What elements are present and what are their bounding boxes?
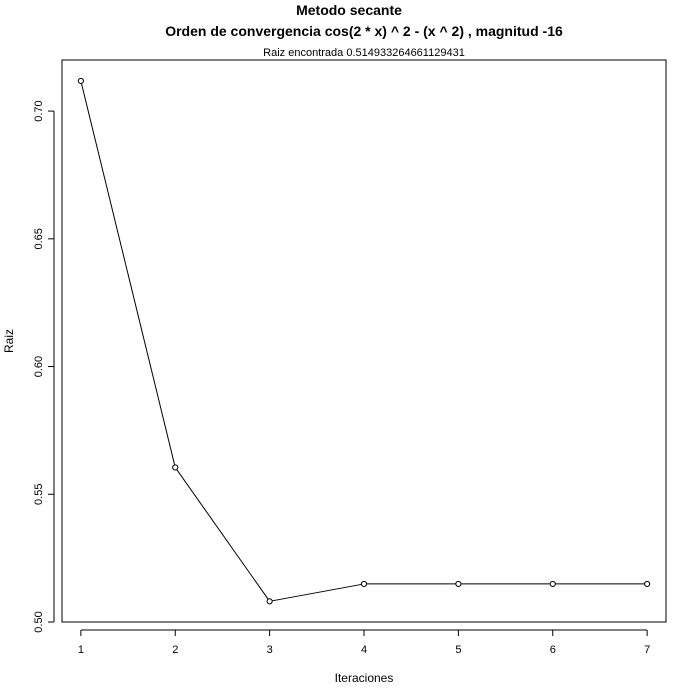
line-segment bbox=[80, 80, 176, 468]
x-tick-label: 5 bbox=[455, 644, 461, 656]
x-tick-label: 3 bbox=[267, 644, 273, 656]
y-tick-label: 0.60 bbox=[33, 356, 45, 377]
x-axis: 1 2 3 4 5 6 7 bbox=[78, 629, 650, 656]
data-point bbox=[455, 580, 462, 588]
x-tick-label: 7 bbox=[644, 644, 650, 656]
data-point bbox=[644, 580, 651, 588]
x-tick-label: 2 bbox=[172, 644, 178, 656]
line-segment bbox=[269, 583, 365, 602]
data-point bbox=[266, 598, 273, 605]
data-point bbox=[172, 464, 179, 471]
plot-frame bbox=[61, 59, 667, 623]
chart-subtitle: Raiz encontrada 0.514933264661129431 bbox=[263, 47, 465, 59]
y-tick-label: 0.65 bbox=[33, 228, 45, 249]
line-segment bbox=[174, 467, 271, 602]
chart-title: Metodo secante bbox=[296, 2, 402, 18]
y-axis: 0.50 0.55 0.60 0.65 0.70 bbox=[33, 100, 55, 633]
data-point bbox=[549, 580, 556, 588]
data-point bbox=[77, 77, 84, 85]
data-point bbox=[360, 580, 368, 588]
y-axis-label: Raiz bbox=[2, 329, 16, 353]
series-line bbox=[77, 77, 651, 605]
y-tick-label: 0.50 bbox=[33, 611, 45, 632]
x-axis-label: Iteraciones bbox=[335, 671, 394, 685]
x-tick-label: 1 bbox=[78, 644, 84, 656]
chart-title-line2: Orden de convergencia cos(2 * x) ^ 2 - (… bbox=[165, 23, 563, 39]
y-tick-label: 0.55 bbox=[33, 484, 45, 505]
x-tick-label: 6 bbox=[550, 644, 556, 656]
x-tick-label: 4 bbox=[361, 644, 367, 656]
y-tick-label: 0.70 bbox=[33, 100, 45, 121]
